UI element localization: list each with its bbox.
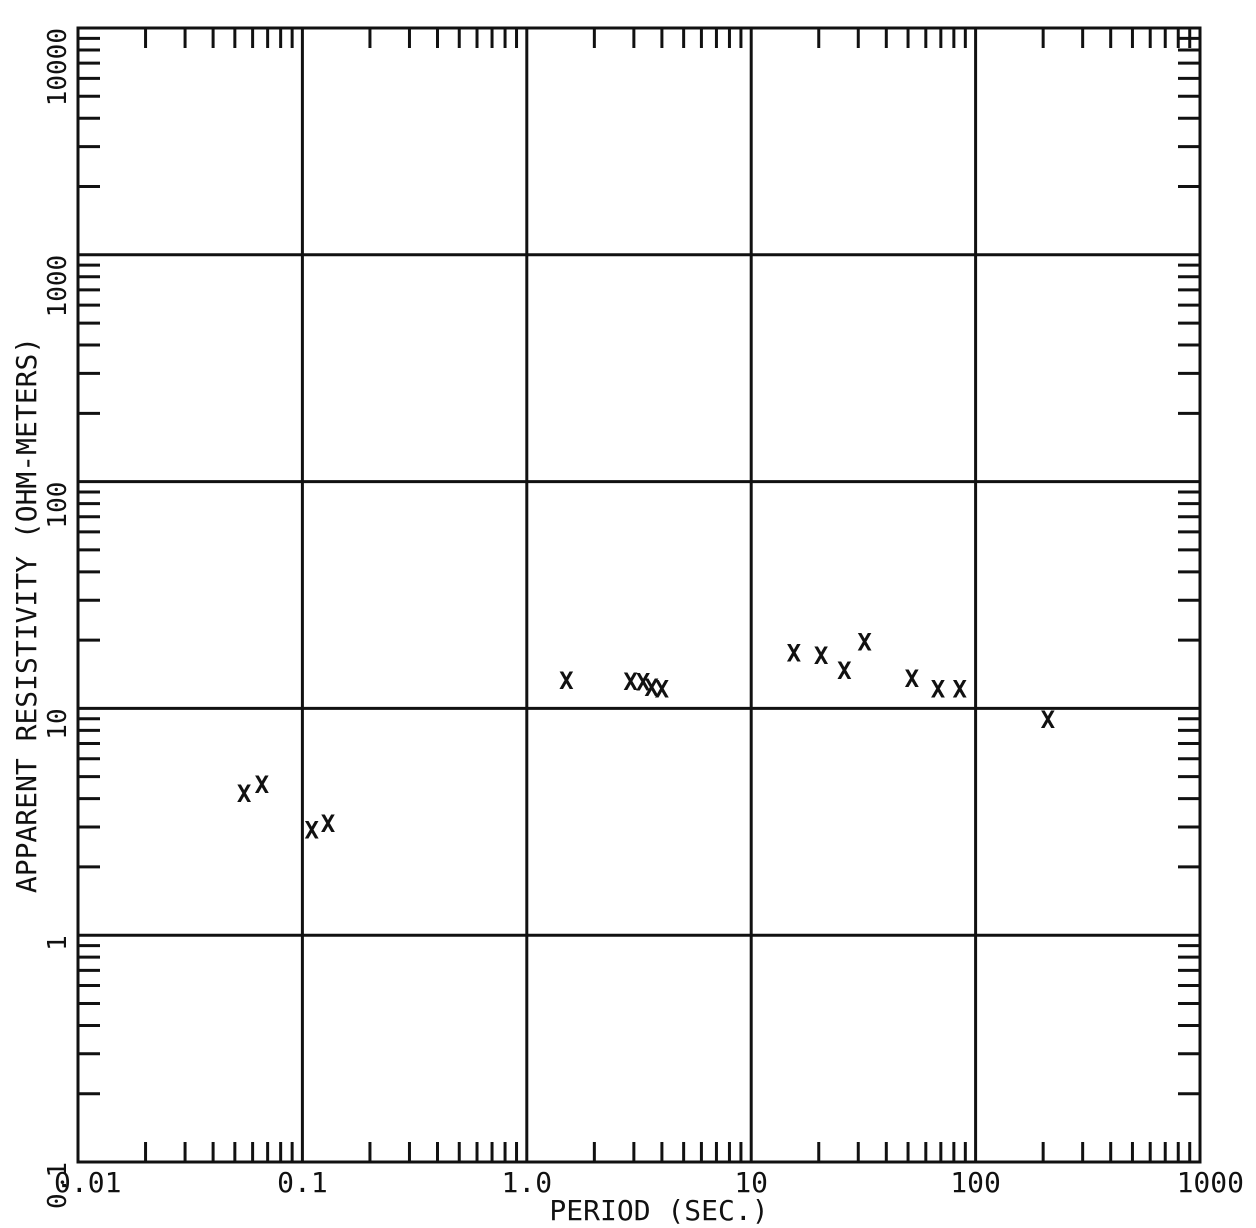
data-point: X <box>953 676 968 704</box>
x-tick-label: 1.0 <box>502 1166 553 1199</box>
grid-lines <box>78 28 1200 1162</box>
y-axis-title: APPARENT RESISTIVITY (OHM-METERS) <box>10 337 43 893</box>
x-axis-title: PERIOD (SEC.) <box>549 1194 768 1227</box>
y-tick-label: 1000 <box>43 255 73 318</box>
plot-frame <box>76 26 1202 1164</box>
data-point: X <box>636 669 651 697</box>
data-point: X <box>321 810 336 838</box>
data-point: X <box>559 667 574 695</box>
x-tick-label: 10 <box>734 1166 768 1199</box>
data-point: X <box>857 629 872 657</box>
data-point: X <box>255 771 270 799</box>
tick-marks <box>78 28 1200 1162</box>
data-point: X <box>237 780 252 808</box>
data-point: X <box>837 657 852 685</box>
y-tick-label: 10 <box>43 708 73 739</box>
data-point: X <box>931 676 946 704</box>
y-tick-label: 1 <box>43 935 73 951</box>
x-tick-label: 1000 <box>1177 1166 1244 1199</box>
y-tick-label: 10000 <box>43 28 73 106</box>
data-point: X <box>787 639 802 667</box>
data-point: X <box>304 816 319 844</box>
data-point: X <box>623 668 638 696</box>
data-point: X <box>1041 706 1056 734</box>
data-point: X <box>814 642 829 670</box>
x-tick-label: 100 <box>950 1166 1001 1199</box>
y-tick-label: 100 <box>43 482 73 529</box>
data-point: X <box>644 674 659 702</box>
y-tick-label: 0.1 <box>43 1162 73 1209</box>
x-tick-label: 0.1 <box>277 1166 328 1199</box>
data-point: X <box>655 676 670 704</box>
data-point: X <box>905 665 920 693</box>
x-tick-label: 0.01 <box>54 1166 121 1199</box>
